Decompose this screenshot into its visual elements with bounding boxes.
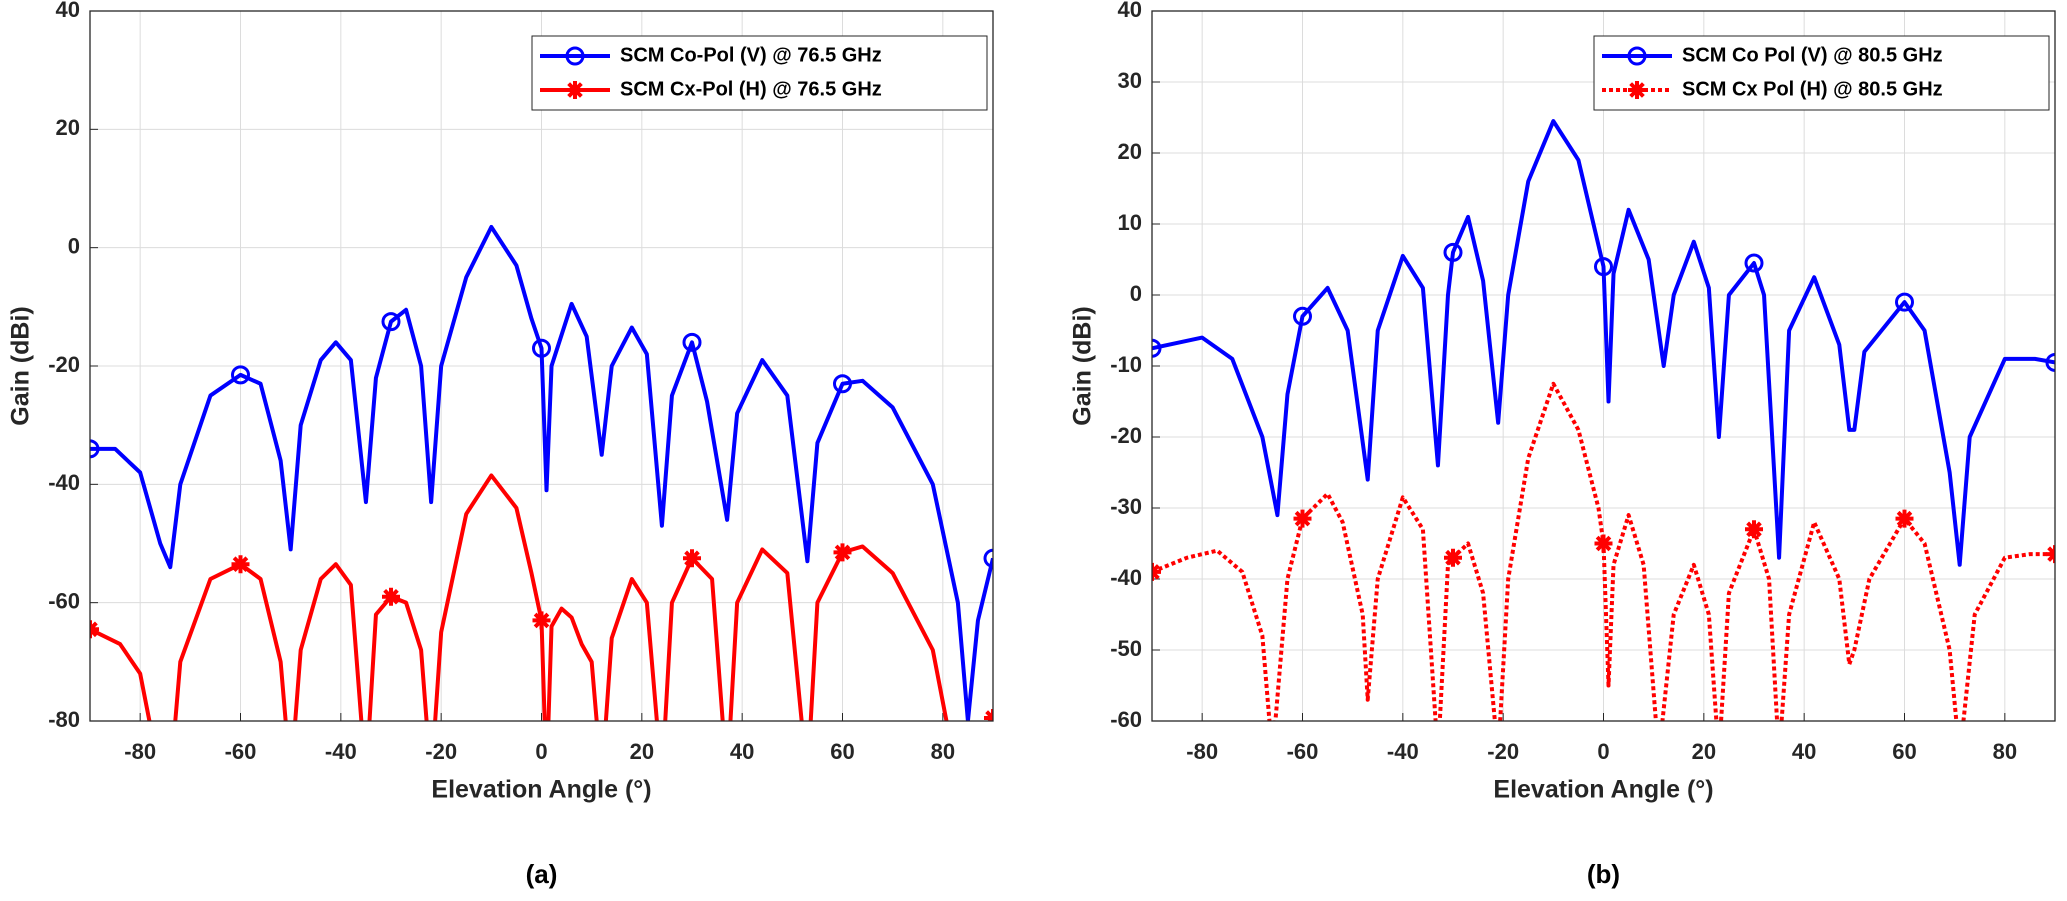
y-tick-label: 10 (1118, 210, 1142, 235)
subplot-label: (a) (526, 859, 558, 889)
x-tick-label: 80 (1993, 739, 2017, 764)
marker (1444, 548, 1462, 567)
marker (1745, 520, 1763, 539)
y-tick-label: -80 (48, 707, 80, 732)
subplot: -80 -60 -40 -20 0 20 40 60 80 -60 -50 -40 -30 -20 -10 0… (1069, 0, 2056, 889)
legend: SCM Co Pol (V) @ 80.5 GHz SCM Cx Pol (H) … (1593, 35, 2050, 111)
x-tick-label: 40 (1792, 739, 1816, 764)
x-tick-label: 80 (931, 739, 955, 764)
legend-symbol (1627, 46, 1647, 66)
legend-label: SCM Cx Pol (H) @ 80.5 GHz (1682, 78, 1943, 100)
y-tick-label: -20 (48, 352, 80, 377)
y-tick-label: -60 (48, 588, 80, 613)
legend-symbol (565, 46, 585, 66)
marker (381, 312, 401, 332)
marker (532, 611, 551, 630)
marker (683, 549, 701, 568)
x-tick-label: -60 (225, 739, 257, 764)
y-tick-label: -60 (1110, 707, 1142, 732)
y-axis-label: Gain (dBi) (7, 306, 35, 425)
y-tick-label: -10 (1110, 352, 1142, 377)
legend-marker (1627, 46, 1647, 66)
y-tick-label: -40 (48, 470, 80, 495)
y-tick-label: 0 (1130, 281, 1142, 306)
x-tick-label: 40 (730, 739, 754, 764)
marker (1443, 242, 1463, 262)
x-axis-label: Elevation Angle (°) (431, 776, 651, 804)
marker (231, 365, 250, 385)
x-tick-label: -80 (1186, 739, 1218, 764)
subplot: -80 -60 -40 -20 0 20 40 60 80 -80 -60 -40 -20 0 20 40 El… (7, 0, 994, 889)
x-tick-label: -60 (1287, 739, 1319, 764)
legend-symbol (1628, 81, 1646, 99)
series-line (1152, 381, 2055, 721)
series-line (90, 224, 993, 721)
x-tick-label: -80 (124, 739, 156, 764)
x-tick-label: 60 (830, 739, 854, 764)
marker (1152, 338, 1162, 358)
y-tick-label: 40 (56, 0, 80, 22)
subplot-label: (b) (1587, 859, 1620, 889)
x-tick-label: 0 (535, 739, 547, 764)
y-tick-label: 20 (1118, 139, 1142, 164)
axes-box (89, 10, 994, 722)
y-tick-label: -30 (1110, 494, 1142, 519)
legend-marker (565, 46, 585, 66)
marker (983, 548, 993, 568)
legend-box (1593, 35, 2050, 111)
x-tick-label: 20 (1692, 739, 1716, 764)
marker (90, 439, 100, 459)
y-tick-label: 0 (68, 233, 80, 258)
series-line (1152, 119, 2055, 567)
legend-box (531, 35, 988, 111)
marker (682, 332, 702, 352)
data-layer (90, 224, 993, 721)
x-tick-label: 20 (630, 739, 654, 764)
marker (1293, 306, 1312, 326)
marker (1594, 257, 1613, 277)
legend-marker (1628, 81, 1646, 99)
y-tick-label: -40 (1110, 565, 1142, 590)
x-tick-label: -20 (1487, 739, 1519, 764)
marker (231, 555, 250, 574)
x-tick-label: -40 (325, 739, 357, 764)
data-layer (1152, 119, 2055, 721)
y-tick-label: 40 (1118, 0, 1142, 22)
y-tick-label: -20 (1110, 423, 1142, 448)
series-line (90, 473, 993, 721)
legend: SCM Co-Pol (V) @ 76.5 GHz SCM Cx-Pol (H) … (531, 35, 988, 111)
legend-label: SCM Co-Pol (V) @ 76.5 GHz (620, 44, 882, 66)
x-tick-label: 0 (1597, 739, 1609, 764)
legend-label: SCM Co Pol (V) @ 80.5 GHz (1682, 44, 1943, 66)
y-axis-label: Gain (dBi) (1069, 306, 1097, 425)
legend-symbol (566, 81, 584, 99)
marker (833, 374, 852, 394)
marker (1744, 253, 1764, 273)
marker (1895, 292, 1914, 312)
marker (532, 338, 551, 358)
legend-marker (566, 81, 584, 99)
x-tick-label: -20 (425, 739, 457, 764)
y-tick-label: -50 (1110, 636, 1142, 661)
y-tick-label: 20 (56, 115, 80, 140)
x-tick-label: -40 (1387, 739, 1419, 764)
axes-box (1151, 10, 2056, 722)
legend-label: SCM Cx-Pol (H) @ 76.5 GHz (620, 78, 882, 100)
x-tick-label: 60 (1892, 739, 1916, 764)
marker (382, 587, 400, 606)
marker (2045, 352, 2055, 372)
marker (1293, 509, 1312, 528)
y-tick-label: 30 (1118, 68, 1142, 93)
marker (1594, 534, 1613, 553)
x-axis-label: Elevation Angle (°) (1493, 776, 1713, 804)
marker (1895, 509, 1914, 528)
marker (833, 543, 852, 562)
